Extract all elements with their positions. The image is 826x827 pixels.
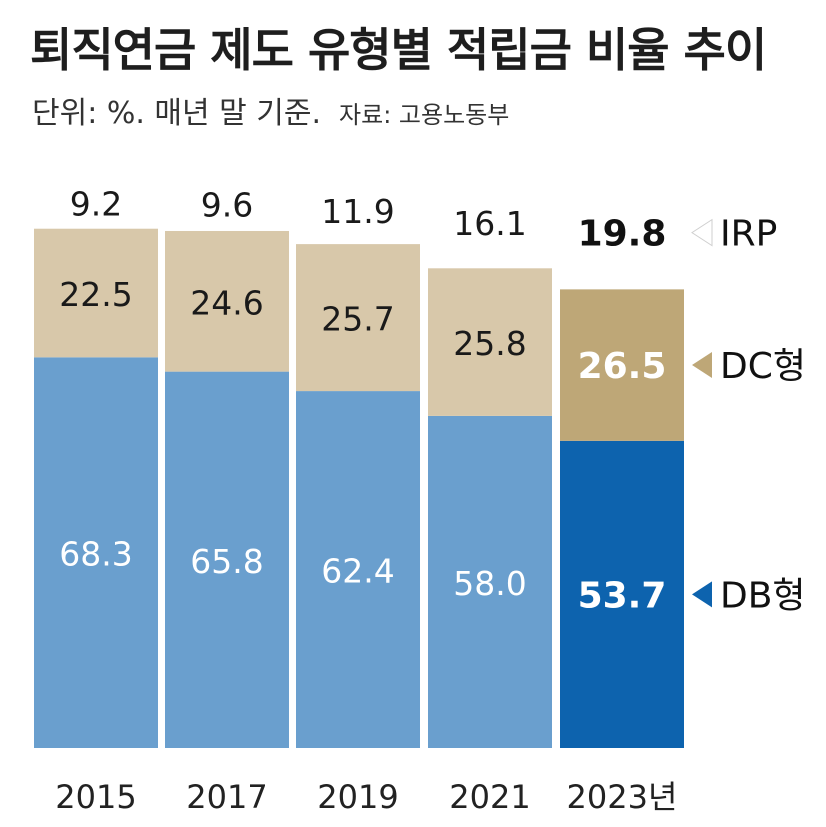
value-label-db-2015: 68.3: [59, 535, 132, 574]
value-label-dc-2017: 24.6: [190, 283, 263, 322]
legend-marker-irp-icon: [691, 218, 713, 247]
value-label-db-2021: 58.0: [453, 564, 526, 603]
legend-label-irp: IRP: [720, 214, 777, 255]
value-label-irp-2023-: 19.8: [578, 214, 667, 255]
value-label-dc-2015: 22.5: [59, 275, 132, 314]
legend-label-db: DB형: [720, 575, 806, 616]
bar-dc-2021: [428, 268, 552, 416]
bar-irp-2015: [34, 176, 158, 229]
value-label-db-2017: 65.8: [190, 542, 263, 581]
x-tick-label-2021: 2021: [449, 778, 530, 816]
source-note: 자료: 고용노동부: [339, 101, 510, 129]
value-label-irp-2021: 16.1: [453, 204, 526, 243]
value-label-irp-2019: 11.9: [321, 192, 394, 231]
x-tick-label-2017: 2017: [186, 778, 267, 816]
bar-db-2017: [165, 371, 289, 748]
x-tick-label-2023-: 2023년: [567, 778, 678, 816]
bar-db-2019: [296, 391, 420, 748]
unit-note: 단위: %. 매년 말 기준.: [32, 96, 322, 131]
bar-db-2021: [428, 415, 552, 748]
legend-label-dc: DC형: [720, 346, 806, 387]
value-label-db-2023-: 53.7: [578, 575, 667, 616]
bar-irp-2019: [296, 176, 420, 245]
x-tick-label-2015: 2015: [55, 778, 136, 816]
bar-dc-2019: [296, 244, 420, 392]
bar-db-2023-: [560, 440, 684, 748]
value-label-dc-2023-: 26.5: [578, 346, 667, 387]
bar-dc-2023-: [560, 289, 684, 441]
value-label-db-2019: 62.4: [321, 552, 394, 591]
bar-db-2015: [34, 357, 158, 748]
bar-dc-2015: [34, 228, 158, 358]
value-label-dc-2021: 25.8: [453, 324, 526, 363]
legend-marker-dc-icon: [692, 352, 712, 379]
bar-irp-2023-: [560, 176, 684, 290]
chart-title: 퇴직연금 제도 유형별 적립금 비율 추이: [30, 23, 767, 77]
legend-marker-db-icon: [692, 581, 712, 608]
bar-irp-2021: [428, 176, 552, 269]
bar-dc-2017: [165, 230, 289, 372]
value-label-irp-2015: 9.2: [70, 184, 122, 223]
value-label-irp-2017: 9.6: [201, 185, 253, 224]
chart-subtitle: 단위: %. 매년 말 기준. 자료: 고용노동부: [32, 88, 509, 132]
x-tick-label-2019: 2019: [317, 778, 398, 816]
bar-irp-2017: [165, 176, 289, 231]
value-label-dc-2019: 25.7: [321, 300, 394, 339]
